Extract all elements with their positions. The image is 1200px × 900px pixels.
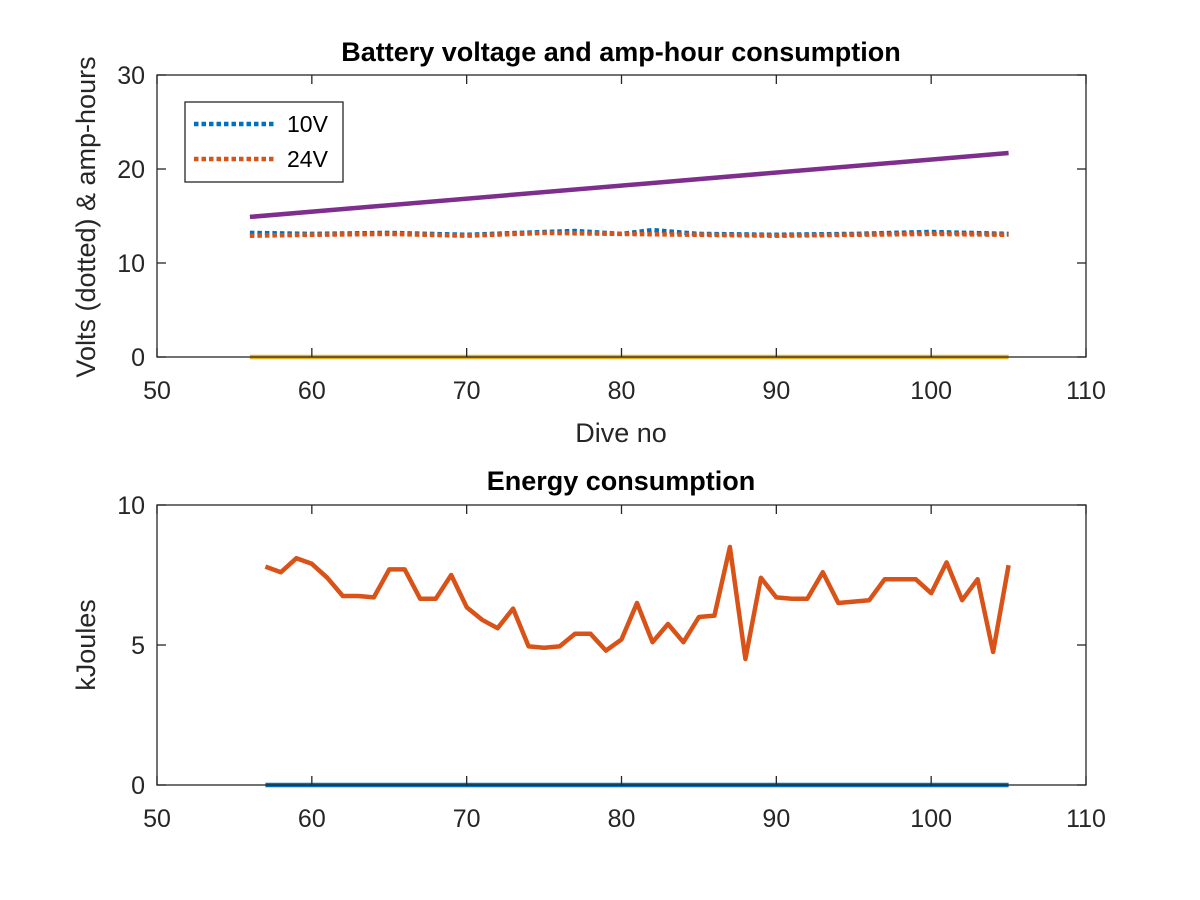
top-chart-plot-area — [249, 150, 1009, 360]
bottom-chart-ytick-label: 0 — [131, 772, 145, 800]
top-chart-xtick-label: 90 — [762, 377, 790, 405]
top-chart-ytick-label: 20 — [117, 156, 145, 184]
top-chart-xtick-label: 100 — [910, 377, 952, 405]
top-chart-xlabel: Dive no — [575, 418, 667, 448]
bottom-chart-xtick-label: 100 — [910, 805, 952, 833]
top-chart-ytick-label: 30 — [117, 62, 145, 90]
top-chart-ytick-label: 10 — [117, 250, 145, 278]
bottom-chart-ylabel: kJoules — [71, 599, 101, 691]
bottom-chart-xtick-label: 110 — [1066, 805, 1106, 833]
bottom-chart-xtick-label: 60 — [298, 805, 326, 833]
bottom-chart-xtick-label: 50 — [143, 805, 171, 833]
top-chart-line-series-3 — [249, 150, 1009, 220]
bottom-chart-axes-box — [156, 504, 1087, 786]
top-chart-line-24v — [249, 230, 1009, 238]
top-chart-ylabel: Volts (dotted) & amp-hours — [71, 56, 101, 377]
bottom-chart-title: Energy consumption — [487, 466, 756, 496]
bottom-chart-xtick-label: 80 — [608, 805, 636, 833]
bottom-chart-ytick-label: 10 — [117, 492, 145, 520]
top-chart-xtick-label: 50 — [143, 377, 171, 405]
top-chart-title: Battery voltage and amp-hour consumption — [341, 37, 901, 67]
top-chart-legend: 10V 24V — [184, 101, 344, 183]
bottom-chart-line-series-0 — [264, 544, 1011, 662]
bottom-chart-xtick-label: 90 — [762, 805, 790, 833]
top-chart-ticks: 50 60 70 80 90 100 110 0 10 20 30 — [117, 62, 1106, 405]
legend-label-10v: 10V — [287, 111, 329, 137]
top-chart-ytick-label: 0 — [131, 344, 145, 372]
legend-label-24v: 24V — [287, 146, 329, 172]
top-chart: Battery voltage and amp-hour consumption… — [71, 37, 1106, 448]
top-chart-xtick-label: 60 — [298, 377, 326, 405]
bottom-chart-plot-area — [264, 544, 1011, 788]
top-chart-xtick-label: 110 — [1066, 377, 1106, 405]
top-chart-xtick-label: 70 — [453, 377, 481, 405]
bottom-chart-ytick-label: 5 — [131, 632, 145, 660]
top-chart-xtick-label: 80 — [608, 377, 636, 405]
legend-box — [184, 101, 344, 183]
bottom-chart: Energy consumption kJoules 50 60 70 80 90 100… — [71, 466, 1106, 833]
bottom-chart-xtick-label: 70 — [453, 805, 481, 833]
bottom-chart-ticks: 50 60 70 80 90 100 110 0 5 10 — [117, 492, 1106, 833]
